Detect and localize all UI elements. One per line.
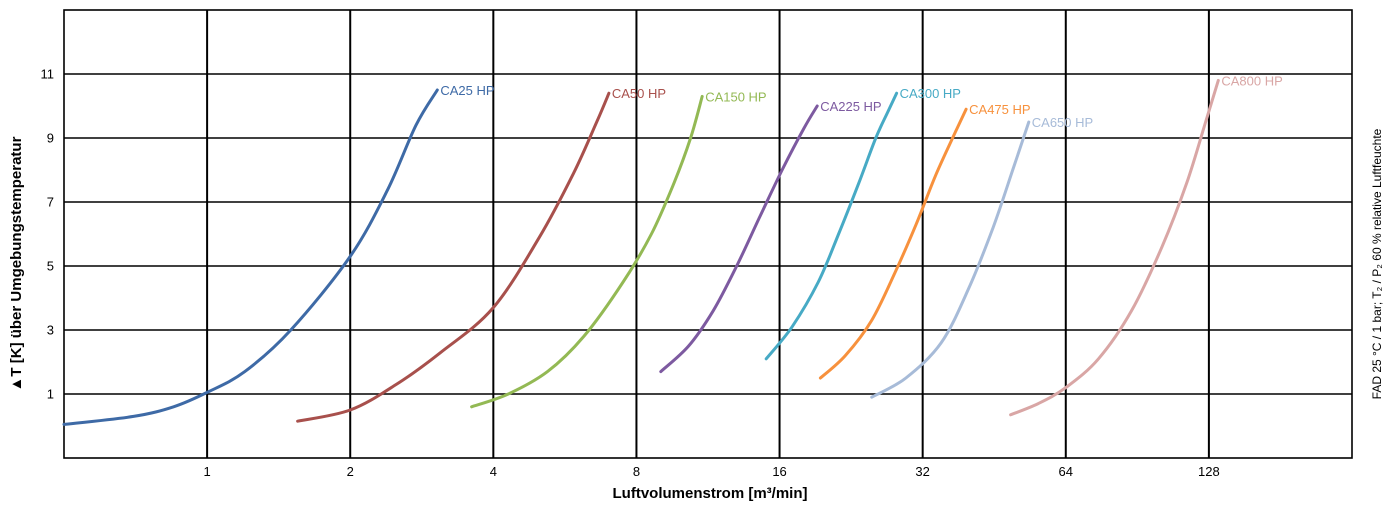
x-tick-label: 8: [633, 464, 640, 479]
x-tick-label: 1: [203, 464, 210, 479]
series-line-ca650-hp: [870, 120, 1031, 399]
series-line-ca25-hp: [62, 88, 439, 426]
plot-frame: [63, 9, 1353, 459]
y-tick-label: 1: [47, 387, 54, 402]
y-tick-labels: 1 3 5 7 9 11: [41, 67, 55, 402]
y-tick-label: 3: [47, 323, 54, 338]
series-line-ca475-hp: [818, 107, 968, 380]
series-label-ca800-hp: CA800 HP: [1221, 73, 1282, 88]
series-line-ca225-hp: [659, 104, 819, 374]
x-axis-title: Luftvolumenstrom [m³/min]: [613, 485, 808, 502]
series-line-ca50-hp: [296, 91, 611, 423]
conditions-note: FAD 25 °C / 1 bar; T₂ / P₂ 60 % relative…: [1370, 128, 1384, 399]
x-tick-label: 4: [490, 464, 497, 479]
y-tick-label: 7: [47, 195, 54, 210]
x-tick-label: 128: [1198, 464, 1220, 479]
x-tick-labels: 1 2 4 8 16 32 64 128: [203, 464, 1219, 479]
grid: [63, 9, 1353, 459]
y-tick-label: 5: [47, 259, 54, 274]
series-lines: [62, 78, 1220, 426]
series-label-ca50-hp: CA50 HP: [612, 86, 666, 101]
series-label-ca150-hp: CA150 HP: [705, 89, 766, 104]
series-line-ca800-hp: [1009, 78, 1220, 417]
series-label-ca25-hp: CA25 HP: [440, 83, 494, 98]
x-tick-label: 16: [772, 464, 786, 479]
series-line-ca150-hp: [470, 94, 704, 409]
series-labels: CA25 HP CA50 HP CA150 HP CA225 HP CA300 HP CA…: [440, 73, 1282, 130]
y-tick-label: 11: [41, 67, 55, 82]
series-line-ca300-hp: [764, 91, 899, 361]
series-label-ca225-hp: CA225 HP: [820, 99, 881, 114]
y-axis-title: ▲T [K] über Umgebungstemperatur: [8, 136, 25, 391]
series-label-ca300-hp: CA300 HP: [900, 86, 961, 101]
x-tick-label: 32: [915, 464, 929, 479]
x-tick-label: 64: [1059, 464, 1073, 479]
y-tick-label: 9: [47, 131, 54, 146]
x-tick-label: 2: [347, 464, 354, 479]
series-label-ca650-hp: CA650 HP: [1032, 115, 1093, 130]
series-label-ca475-hp: CA475 HP: [969, 102, 1030, 117]
